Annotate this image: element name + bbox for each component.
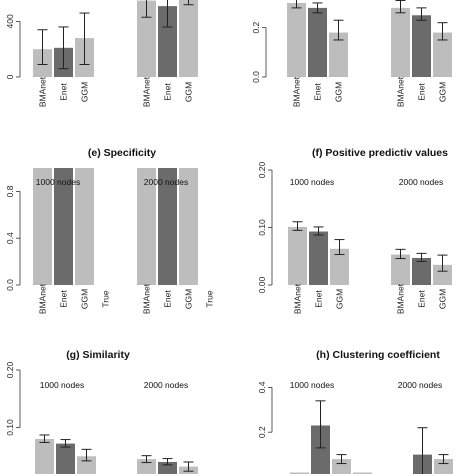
bar-bmanet-0 xyxy=(35,439,54,474)
bar-enet-1 xyxy=(54,168,73,285)
bar-bmanet-0 xyxy=(290,472,309,474)
bar-ggm-2 xyxy=(329,32,348,77)
category-label: BMAnet xyxy=(142,76,152,107)
group-label: 2000 nodes xyxy=(399,177,443,187)
category-label: GGM xyxy=(438,289,448,309)
category-label: Enet xyxy=(314,290,324,308)
chart-title: (h) Clustering coefficient xyxy=(316,349,440,361)
bar-ggm-2 xyxy=(332,459,351,474)
y-tick-label: 0.4 xyxy=(257,381,267,393)
category-label: Enet xyxy=(163,290,173,308)
group-label: 2000 nodes xyxy=(144,177,188,187)
category-label: Enet xyxy=(163,83,173,101)
y-tick-label: 0.2 xyxy=(257,426,267,438)
bar-enet-4 xyxy=(412,15,431,77)
chart-panel-top-right: 0.0 0.2 BMAnet Enet GGM BMAnet Enet GGM xyxy=(251,0,452,107)
category-label: GGM xyxy=(335,289,345,309)
chart-title: (f) Positive predictiv values xyxy=(312,147,448,159)
group-label: 2000 nodes xyxy=(144,380,188,390)
bar-enet-1 xyxy=(311,425,330,474)
bar-enet-1 xyxy=(56,443,75,474)
category-label: BMAnet xyxy=(38,76,48,107)
category-label: BMAnet xyxy=(38,283,48,314)
bar-enet-1 xyxy=(308,7,327,77)
chart-panel-middle-left: (e) Specificity 0.0 0.4 0.8 BMAnet Enet GGM Tru… xyxy=(5,147,215,314)
category-label: Enet xyxy=(59,83,69,101)
y-tick-label: 0.20 xyxy=(257,161,267,178)
chart-panel-top-left: 0 400 BMAnet Enet GGM BMAnet Enet GGM xyxy=(5,0,198,107)
category-label: BMAnet xyxy=(292,76,302,107)
bar-ggm-2 xyxy=(75,168,94,285)
bar-ggm-5 xyxy=(433,32,452,77)
chart-title: (e) Specificity xyxy=(88,147,156,159)
bar-bmanet-0 xyxy=(288,226,307,285)
chart-panel-middle-right: (f) Positive predictiv values 0.00 0.10 0.2… xyxy=(257,147,452,314)
y-tick-label: 0.4 xyxy=(5,232,15,244)
category-label: GGM xyxy=(184,82,194,102)
category-label: BMAnet xyxy=(396,76,406,107)
y-tick-label: 0.8 xyxy=(5,185,15,197)
bar-bmanet-3 xyxy=(391,7,410,77)
group-label: 2000 nodes xyxy=(398,380,442,390)
category-label: Enet xyxy=(313,83,323,101)
bar-bmanet-0 xyxy=(33,168,52,285)
category-label: True xyxy=(205,290,215,307)
bar-ggm-6 xyxy=(434,459,453,474)
bar-ggm-5 xyxy=(179,0,198,78)
group-label: 1000 nodes xyxy=(36,177,80,187)
y-tick-label: 0.10 xyxy=(5,419,15,436)
chart-panel-bottom-left: (g) Similarity 0.10 0.20 1000 nodes 2000 nod… xyxy=(5,349,198,474)
y-tick-label: 0.2 xyxy=(251,21,261,33)
chart-title: (g) Similarity xyxy=(66,349,130,361)
bar-ggm-2 xyxy=(330,248,349,285)
bar-enet-4 xyxy=(158,6,177,77)
category-label: GGM xyxy=(80,82,90,102)
bar-bmanet-3 xyxy=(391,254,410,285)
bar-enet-5 xyxy=(158,168,177,285)
category-label: BMAnet xyxy=(396,283,406,314)
y-tick-label: 400 xyxy=(5,14,15,28)
y-tick-label: 0.00 xyxy=(257,276,267,293)
bar-bmanet-4 xyxy=(137,168,156,285)
bar-enet-4 xyxy=(412,257,431,285)
y-tick-label: 0.10 xyxy=(257,219,267,236)
bar-bmanet-0 xyxy=(287,2,306,77)
bar-ggm-5 xyxy=(433,264,452,285)
bar-true-3 xyxy=(353,472,372,474)
bar-ggm-6 xyxy=(179,168,198,285)
group-label: 1000 nodes xyxy=(40,380,84,390)
category-label: Enet xyxy=(59,290,69,308)
category-label: GGM xyxy=(184,289,194,309)
chart-panel-bottom-right: (h) Clustering coefficient 0.2 0.4 1000 nod… xyxy=(257,349,453,474)
y-tick-label: 0.20 xyxy=(5,361,15,378)
bar-bmanet-3 xyxy=(137,0,156,77)
category-label: Enet xyxy=(417,290,427,308)
category-label: BMAnet xyxy=(293,283,303,314)
group-label: 1000 nodes xyxy=(290,380,334,390)
y-tick-label: 0 xyxy=(5,74,15,79)
category-label: GGM xyxy=(334,82,344,102)
category-label: GGM xyxy=(438,82,448,102)
category-label: Enet xyxy=(417,83,427,101)
category-label: True xyxy=(101,290,111,307)
y-tick-label: 0.0 xyxy=(251,71,261,83)
y-tick-label: 0.0 xyxy=(5,279,15,291)
category-label: BMAnet xyxy=(142,283,152,314)
group-label: 1000 nodes xyxy=(290,177,334,187)
bar-enet-1 xyxy=(309,231,328,285)
category-label: GGM xyxy=(80,289,90,309)
